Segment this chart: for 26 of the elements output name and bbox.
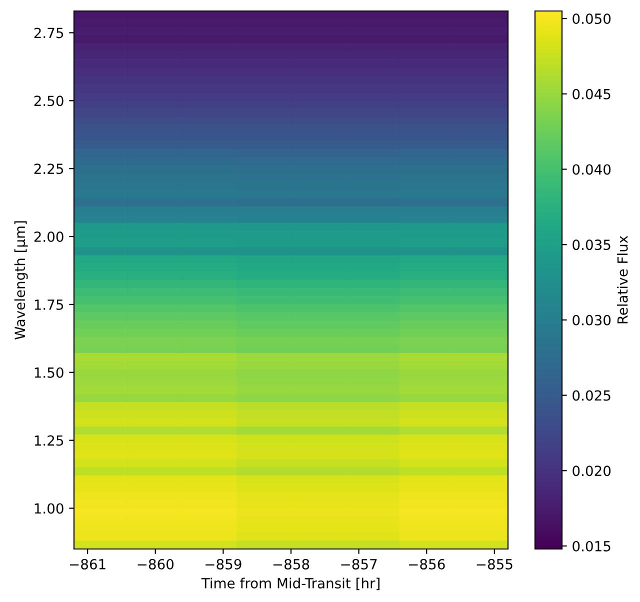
x-axis-title: Time from Mid-Transit [hr] bbox=[201, 578, 380, 590]
color-bar-title: Relative Flux bbox=[617, 236, 628, 324]
color-bar-label: 0.045 bbox=[572, 88, 610, 100]
color-bar-label: 0.050 bbox=[572, 14, 611, 24]
x-tick-label: −859 bbox=[206, 558, 242, 570]
y-tick-label: 2.25 bbox=[34, 164, 64, 174]
x-tick-label: −861 bbox=[70, 558, 106, 570]
color-bar-label: 0.030 bbox=[572, 314, 611, 326]
color-bar-label: 0.025 bbox=[572, 390, 610, 401]
color-bar-label: 0.015 bbox=[572, 540, 610, 552]
x-tick-label: −855 bbox=[476, 558, 512, 570]
color-bar-label: 0.020 bbox=[572, 466, 611, 476]
y-tick-label: 2.50 bbox=[34, 96, 64, 106]
y-tick-label: 2.00 bbox=[34, 231, 64, 242]
x-tick-label: −860 bbox=[138, 558, 174, 570]
y-tick-label: 2.75 bbox=[34, 28, 64, 38]
y-tick-label: 1.75 bbox=[34, 300, 64, 310]
y-tick-label: 1.25 bbox=[34, 435, 64, 446]
x-tick-label: −856 bbox=[409, 558, 445, 570]
color-bar-label: 0.035 bbox=[572, 240, 610, 250]
x-tick-label: −858 bbox=[273, 558, 310, 570]
y-tick-label: 1.00 bbox=[34, 503, 64, 514]
color-bar-label: 0.040 bbox=[572, 164, 611, 175]
y-axis-title: Wavelength [μm] bbox=[14, 221, 28, 340]
x-tick-label: −857 bbox=[341, 558, 377, 570]
y-tick-label: 1.50 bbox=[34, 367, 64, 378]
